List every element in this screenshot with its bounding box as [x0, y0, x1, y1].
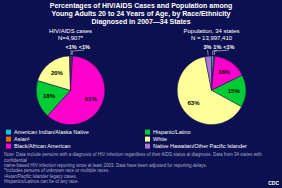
- slice: [205, 56, 212, 90]
- legend-label: Native Hawaiian/Other Pacific Islander: [153, 143, 247, 149]
- background: [0, 0, 282, 188]
- text-line: Young Adults 20 to 24 Years of Age, by R…: [52, 10, 231, 18]
- data-labels: 61% 18% 20% <1%<1%: [43, 44, 98, 102]
- legend-label: American Indian/Alaska Native: [14, 129, 89, 135]
- text-line: name-based HIV infection reporting since…: [4, 163, 207, 168]
- legend-swatch: [145, 137, 150, 142]
- data-label: 3%: [203, 44, 211, 50]
- data-label: <1%: [223, 44, 234, 50]
- data-label: 61%: [85, 96, 98, 102]
- slice: [177, 57, 241, 125]
- legend-label: Black/African American: [14, 143, 71, 149]
- data-label: <1%: [66, 44, 77, 50]
- text-line: ¹Asian/Pacific Islander legacy cases.: [4, 174, 77, 179]
- legend: American Indian/Alaska NativeAsian¹Black…: [6, 129, 247, 149]
- data-label: 1%: [213, 44, 221, 50]
- legend-label: Asian¹: [14, 136, 30, 142]
- data-label: 63%: [187, 100, 200, 106]
- chart: Percentages of HIV/AIDS Cases and Popula…: [0, 0, 282, 188]
- data-label: 15%: [228, 88, 241, 94]
- data-label: <1%: [79, 44, 90, 50]
- legend-swatch: [6, 137, 11, 142]
- pie: 61% 18% 20% <1%<1%: [36, 44, 105, 125]
- text-line: Population, 34 states: [183, 28, 239, 34]
- legend-swatch: [6, 144, 11, 149]
- leader-line: [72, 50, 84, 55]
- legend-swatch: [145, 130, 150, 135]
- slice: [38, 56, 71, 90]
- text-line: confidential: [4, 158, 27, 163]
- text-line: N=4,907*: [58, 35, 84, 41]
- slices: [36, 56, 105, 125]
- logo-text: CDC: [268, 180, 279, 186]
- pie-title: HIV/AIDS casesN=4,907*: [49, 28, 92, 41]
- leader-line: [214, 50, 229, 55]
- text-line: Note: Data include persons with a diagno…: [4, 152, 262, 157]
- legend-swatch: [6, 130, 11, 135]
- legend-label: White: [153, 136, 167, 142]
- text-line: Hispanics/Latinos can be of any race.: [4, 179, 79, 184]
- pie: 16% 15% 63% 1%<1% 3%: [177, 44, 246, 125]
- slices: [177, 56, 246, 125]
- slice: [69, 56, 70, 90]
- note: Note: Data include persons with a diagno…: [4, 152, 262, 184]
- title: Percentages of HIV/AIDS Cases and Popula…: [50, 2, 232, 26]
- leader-line: [207, 50, 209, 55]
- text-line: Diagnosed in 2007—34 States: [91, 18, 190, 26]
- legend-swatch: [145, 144, 150, 149]
- data-labels: 16% 15% 63% 1%<1% 3%: [187, 44, 240, 106]
- data-label: 18%: [43, 93, 56, 99]
- text-line: *Includes persons of unknown race or mul…: [4, 168, 110, 173]
- data-label: 16%: [218, 69, 231, 75]
- leader-line: [71, 50, 72, 55]
- text-line: HIV/AIDS cases: [49, 28, 92, 34]
- data-label: 20%: [51, 70, 64, 76]
- text-line: Percentages of HIV/AIDS Cases and Popula…: [50, 2, 232, 10]
- pie-title: Population, 34 statesN = 13,997,410: [183, 28, 239, 41]
- legend-label: Hispanic/Latino: [153, 129, 191, 135]
- text-line: N = 13,997,410: [191, 35, 233, 41]
